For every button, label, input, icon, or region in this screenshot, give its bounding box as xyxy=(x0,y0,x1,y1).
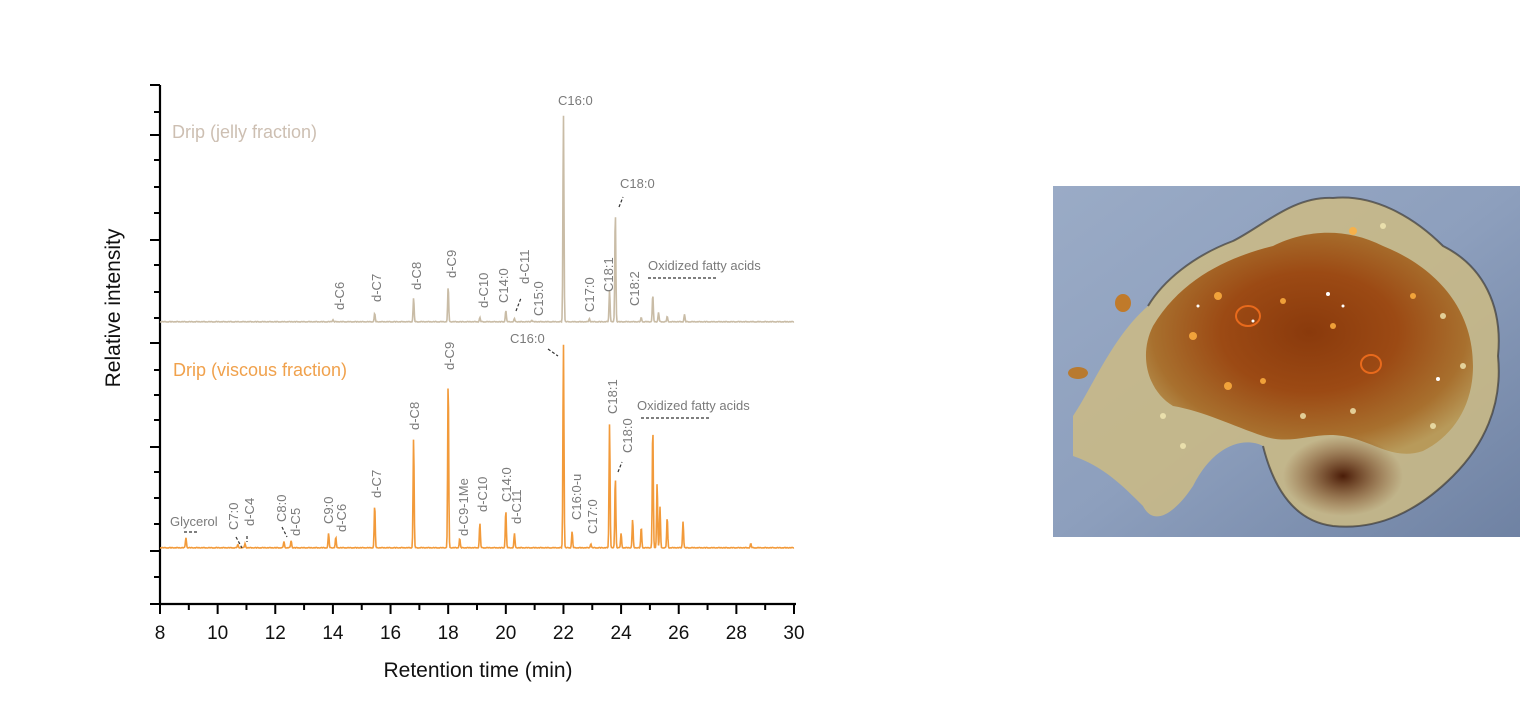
peak-label: C18:0 xyxy=(620,176,655,191)
peak-label: C18:0 xyxy=(620,418,635,453)
peak-label: d-C9-1Me xyxy=(456,478,471,536)
label-leader-line xyxy=(547,348,559,357)
x-tick-label: 26 xyxy=(668,623,689,644)
peak-label: C9:0 xyxy=(321,497,336,524)
peak-label: C14:0 xyxy=(496,268,511,303)
x-tick-label: 12 xyxy=(265,623,286,644)
chromatogram-chart: 8 10 12 14 16 18 20 22 24 26 28 30 Relative intensi… xyxy=(102,84,805,682)
peak-label: C18:2 xyxy=(627,271,642,306)
x-tick-label: 18 xyxy=(438,623,459,644)
viscous-fraction-label: Drip (viscous fraction) xyxy=(173,360,347,380)
jelly-fraction-label: Drip (jelly fraction) xyxy=(172,122,317,142)
x-tick-label: 24 xyxy=(611,623,633,644)
x-axis: 8 10 12 14 16 18 20 22 24 26 28 30 xyxy=(155,602,805,644)
peak-label: C16:0 xyxy=(558,93,593,108)
peak-label: d-C9 xyxy=(444,250,459,278)
peak-label: C18:1 xyxy=(601,257,616,292)
peak-label: d-C7 xyxy=(369,274,384,302)
peak-label: C15:0 xyxy=(531,281,546,316)
peak-label: Glycerol xyxy=(170,514,218,529)
label-leader-line xyxy=(618,196,624,208)
peak-label: C8:0 xyxy=(274,495,289,522)
peak-label: d-C8 xyxy=(407,402,422,430)
label-leader-line xyxy=(515,297,522,312)
peak-label: C18:1 xyxy=(605,379,620,414)
peak-label: d-C11 xyxy=(517,250,532,284)
drip-sample-photo xyxy=(1053,186,1520,537)
x-tick-label: 16 xyxy=(380,623,401,644)
peak-label: d-C5 xyxy=(288,508,303,536)
peak-label: C7:0 xyxy=(226,503,241,530)
peak-label: C17:0 xyxy=(582,277,597,312)
x-tick-label: 22 xyxy=(553,623,574,644)
peak-label: Oxidized fatty acids xyxy=(637,398,750,413)
x-tick-label: 10 xyxy=(207,623,228,644)
label-leader-line xyxy=(281,526,288,538)
peak-label: d-C11 xyxy=(509,490,524,524)
y-axis-label: Relative intensity xyxy=(102,228,125,387)
x-axis-label: Retention time (min) xyxy=(383,659,572,682)
peak-label: d-C8 xyxy=(409,262,424,290)
peak-label: C14:0 xyxy=(499,467,514,502)
x-tick-label: 20 xyxy=(495,623,516,644)
peak-label: Oxidized fatty acids xyxy=(648,258,761,273)
peak-label: d-C6 xyxy=(332,282,347,310)
x-tick-label: 8 xyxy=(155,623,166,644)
viscous-fraction-trace xyxy=(159,344,795,550)
peak-label: d-C10 xyxy=(476,273,491,308)
peak-label: d-C4 xyxy=(242,498,257,526)
jelly-fraction-trace xyxy=(159,115,795,324)
x-tick-label: 14 xyxy=(322,623,344,644)
x-tick-label: 30 xyxy=(783,623,804,644)
label-leader-line xyxy=(235,536,243,549)
x-tick-label: 28 xyxy=(726,623,747,644)
peak-label: C16:0 xyxy=(510,331,545,346)
peak-label: d-C6 xyxy=(334,504,349,532)
peak-label: d-C10 xyxy=(475,477,490,512)
peak-labels: d-C6 d-C7 d-C8 d-C9d-C10 C14:0d-C11C15:0C16:… xyxy=(170,93,761,549)
label-leader-line xyxy=(617,461,623,473)
peak-label: d-C9 xyxy=(442,342,457,370)
peak-label: C17:0 xyxy=(585,499,600,534)
y-axis xyxy=(150,84,162,605)
peak-label: C16:0-u xyxy=(569,474,584,520)
peak-label: d-C7 xyxy=(369,470,384,498)
